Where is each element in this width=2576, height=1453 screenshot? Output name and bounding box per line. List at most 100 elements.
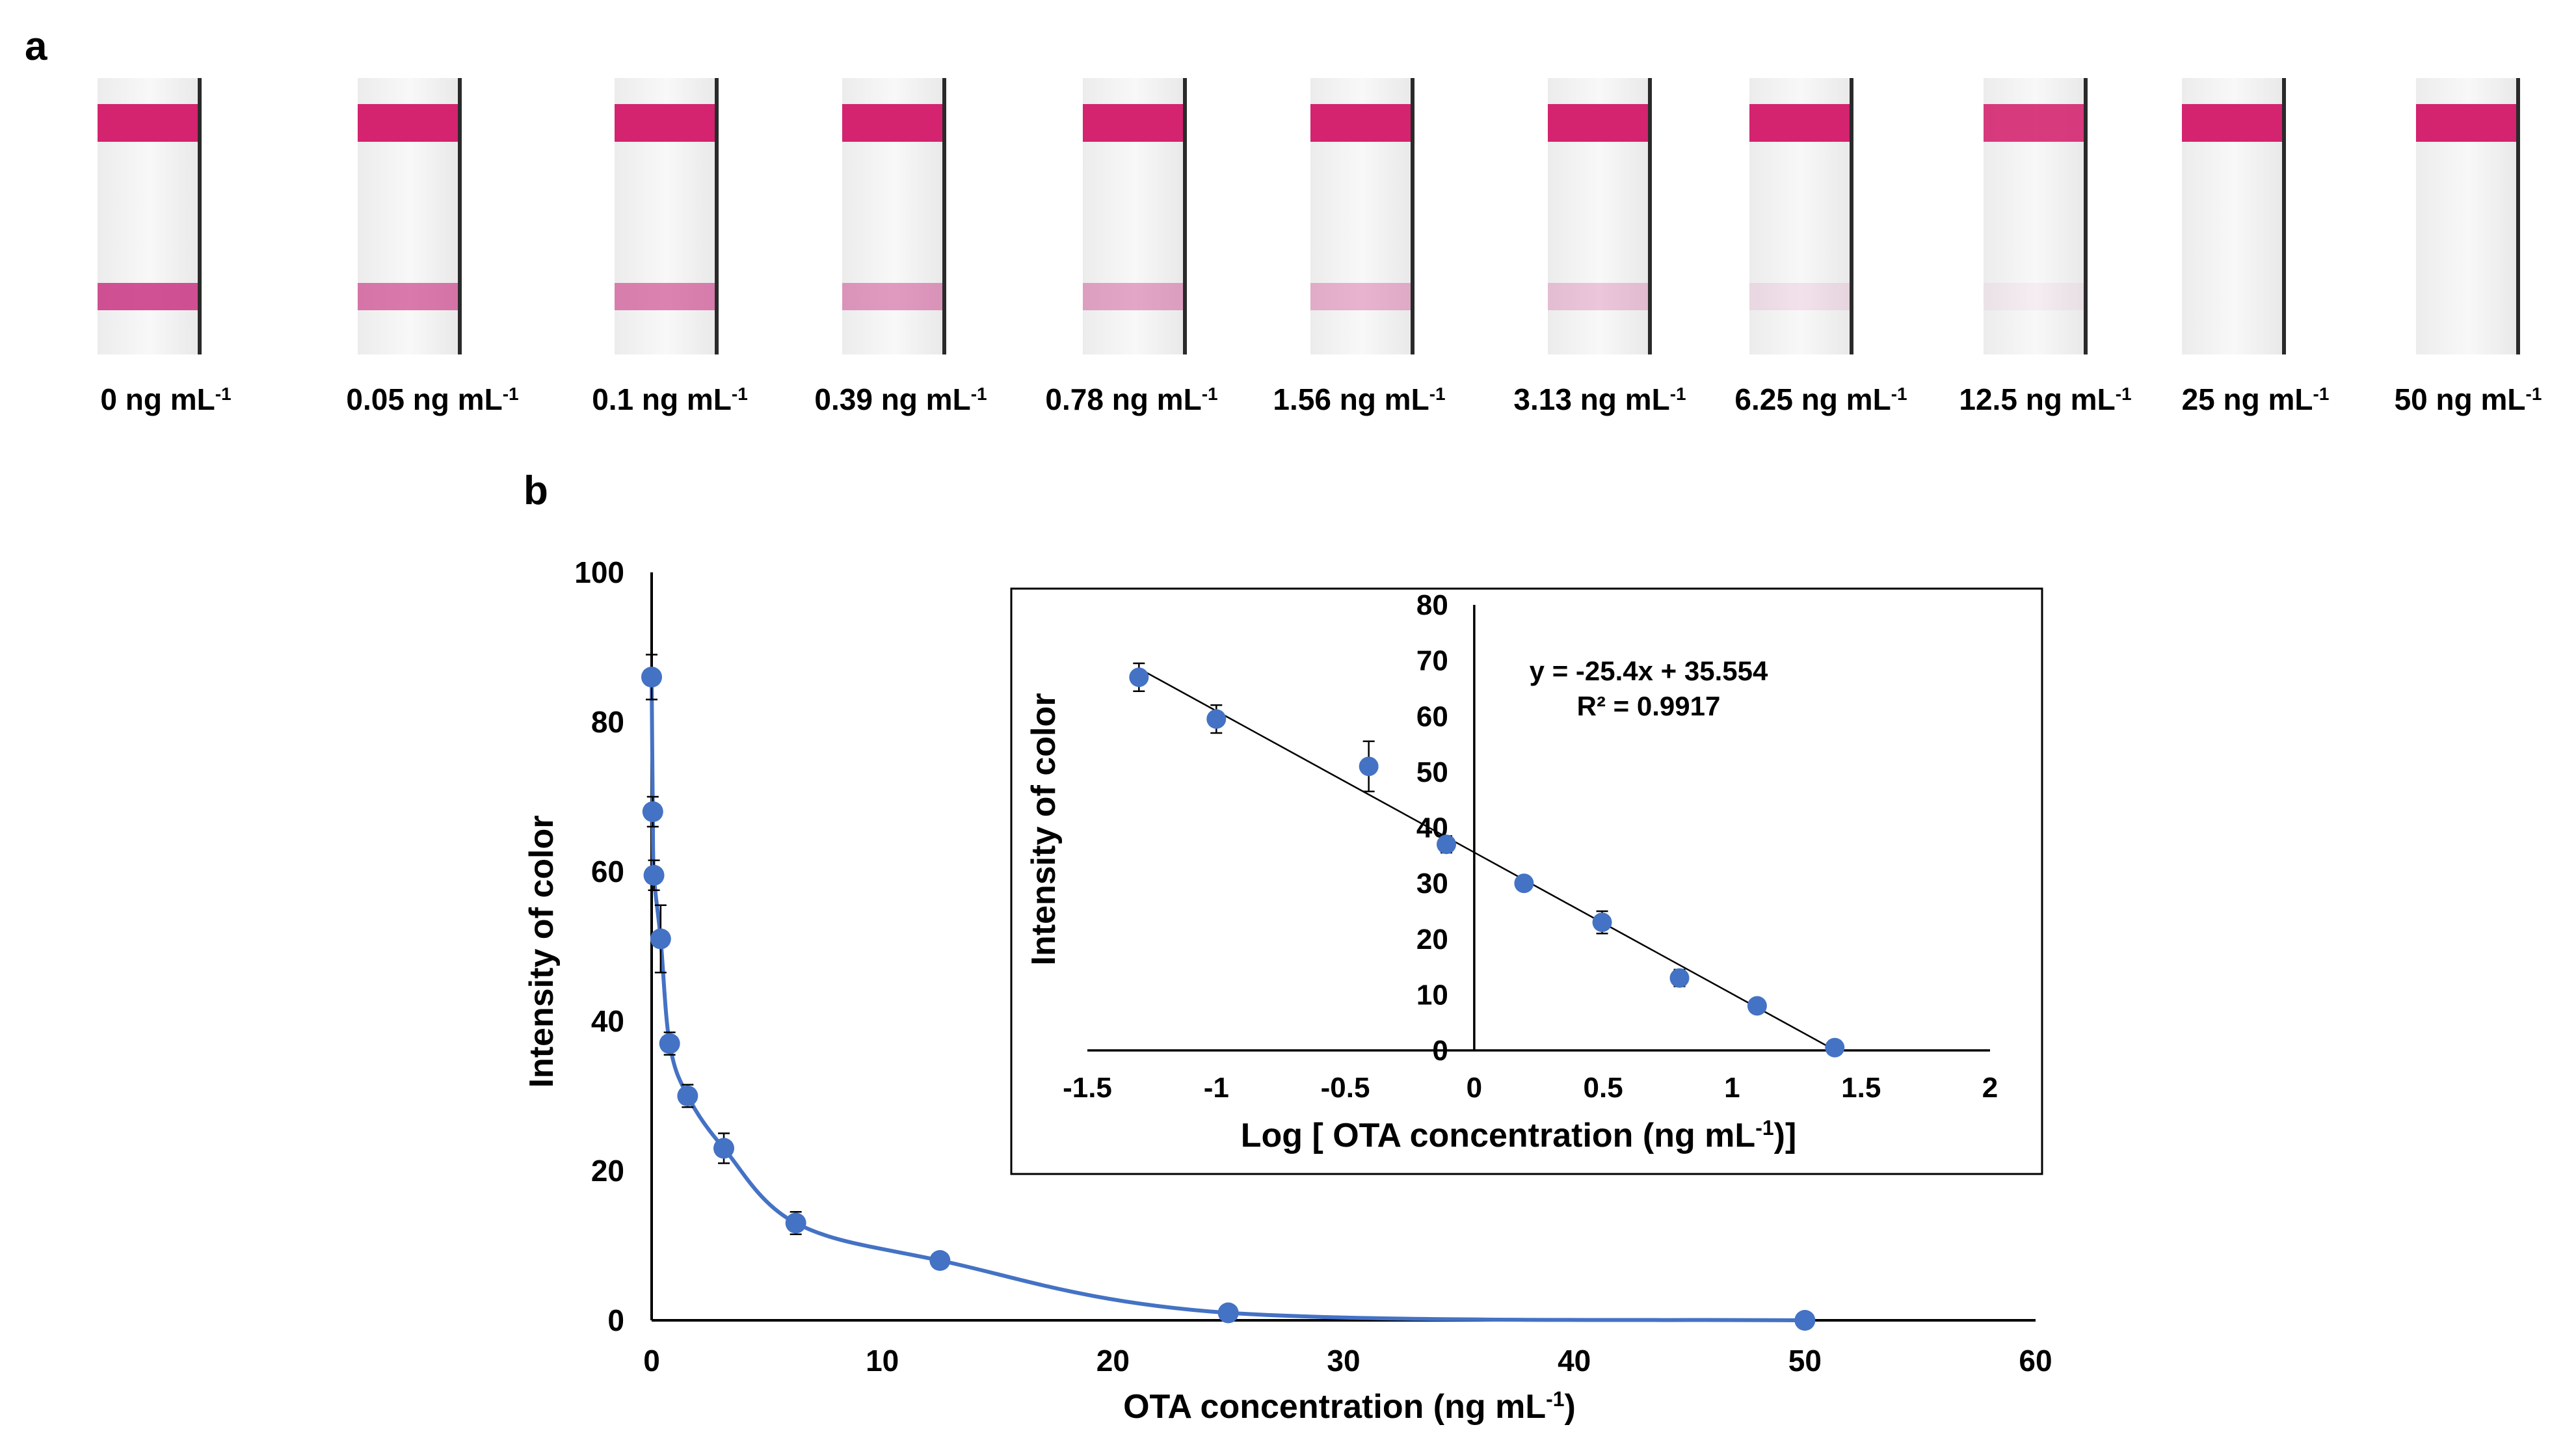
strip-label: 0 ng mL-1 — [100, 382, 231, 416]
strip-edge — [1648, 78, 1652, 354]
inset-x-axis-label: Log [ OTA concentration (ng mL-1)] — [1241, 1116, 1797, 1154]
test-strip — [1548, 78, 1652, 354]
control-line — [615, 104, 715, 142]
inset-data-point — [1437, 834, 1457, 855]
test-strip — [2182, 78, 2286, 354]
test-line — [615, 283, 715, 310]
main-x-tick-label: 0 — [643, 1344, 660, 1378]
strip-label-exp: -1 — [2313, 384, 2330, 404]
strip-label: 0.1 ng mL-1 — [592, 382, 748, 416]
strip-label-exp: -1 — [732, 384, 748, 404]
strip-label: 0.78 ng mL-1 — [1045, 382, 1217, 416]
strip-edge — [942, 78, 946, 354]
inset-data-point — [1206, 704, 1227, 734]
strip-label: 6.25 ng mL-1 — [1734, 382, 1907, 416]
inset-y-tick-label: 10 — [1416, 979, 1448, 1011]
inset-y-tick-label: 50 — [1416, 756, 1448, 788]
strip-label-value: 1.56 ng mL — [1273, 382, 1429, 416]
strip-edge — [715, 78, 719, 354]
test-strip — [1310, 78, 1414, 354]
main-marker — [642, 801, 663, 822]
control-line — [358, 104, 458, 142]
test-strip — [842, 78, 946, 354]
inset-marker — [1359, 756, 1379, 777]
inset-y-axis-label: Intensity of color — [1025, 693, 1063, 966]
control-line — [98, 104, 198, 142]
main-x-tick-label: 50 — [1788, 1344, 1822, 1378]
inset-y-tick-label: 0 — [1432, 1035, 1448, 1067]
inset-data-point — [1129, 662, 1149, 692]
inset-x-tick-label: -1.5 — [1063, 1072, 1112, 1104]
inset-x-tick-label: 0.5 — [1584, 1072, 1623, 1104]
main-data-point — [659, 1032, 680, 1056]
main-data-point — [929, 1250, 951, 1271]
inset-data-point — [1747, 996, 1767, 1016]
test-line — [1548, 283, 1648, 310]
main-data-point — [643, 859, 665, 891]
panel-label-a: a — [25, 24, 47, 69]
test-line — [358, 283, 458, 310]
strip-label: 0.05 ng mL-1 — [346, 382, 518, 416]
test-line — [1749, 283, 1850, 310]
main-y-axis-label: Intensity of color — [523, 816, 561, 1088]
inset-x-tick-label: 0 — [1467, 1072, 1482, 1104]
main-data-point — [650, 904, 671, 974]
inset-x-tick-label: -1 — [1204, 1072, 1229, 1104]
strip-label: 1.56 ng mL-1 — [1273, 382, 1445, 416]
inset-x-tick-label: 1 — [1724, 1072, 1740, 1104]
main-x-axis-label-sup: -1 — [1546, 1387, 1564, 1411]
main-marker — [1794, 1310, 1816, 1331]
main-x-tick-label: 20 — [1096, 1344, 1130, 1378]
control-line — [1749, 104, 1850, 142]
strip-label: 50 ng mL-1 — [2395, 382, 2542, 416]
test-line — [842, 283, 942, 310]
main-x-tick-label: 10 — [866, 1344, 899, 1378]
strip-label-exp: -1 — [215, 384, 232, 404]
main-x-axis-label-text: OTA concentration (ng mL — [1123, 1388, 1546, 1426]
inset-x-tick-label: 2 — [1982, 1072, 1998, 1104]
main-x-tick-label: 30 — [1327, 1344, 1360, 1378]
strip-edge — [1183, 78, 1187, 354]
test-strip — [615, 78, 719, 354]
main-x-axis-label: OTA concentration (ng mL-1) — [1123, 1387, 1576, 1426]
inset-equation: y = -25.4x + 35.554 — [1530, 656, 1768, 686]
strip-label-exp: -1 — [1429, 384, 1446, 404]
main-y-tick-label: 40 — [591, 1004, 624, 1038]
main-y-tick-label: 20 — [591, 1154, 624, 1188]
test-strip — [98, 78, 202, 354]
strip-label-value: 12.5 ng mL — [1959, 382, 2115, 416]
inset-y-tick-label: 70 — [1416, 645, 1448, 677]
strip-label-exp: -1 — [2116, 384, 2132, 404]
inset-y-tick-label: 20 — [1416, 924, 1448, 955]
inset-marker — [1129, 667, 1149, 687]
control-line — [1984, 104, 2084, 142]
control-line — [1310, 104, 1411, 142]
main-data-points — [641, 654, 1816, 1331]
main-x-axis-label-end: ) — [1565, 1388, 1576, 1426]
test-line — [1083, 283, 1183, 310]
strip-label-value: 0.1 ng mL — [592, 382, 732, 416]
inset-data-point — [1592, 910, 1612, 935]
inset-marker — [1514, 873, 1534, 894]
main-marker — [643, 864, 665, 886]
main-y-tick-label: 100 — [574, 555, 624, 589]
main-marker — [641, 667, 662, 687]
inset-x-axis-label-sup: -1 — [1755, 1116, 1773, 1140]
control-line — [2182, 104, 2282, 142]
control-line — [2416, 104, 2516, 142]
main-marker — [1217, 1302, 1239, 1324]
strip-label: 0.39 ng mL-1 — [814, 382, 987, 416]
strip-edge — [2516, 78, 2520, 354]
strip-edge — [2084, 78, 2088, 354]
main-data-point — [642, 795, 663, 828]
main-y-tick-label: 80 — [591, 705, 624, 739]
inset-data-point — [1825, 1037, 1845, 1058]
control-line — [1083, 104, 1183, 142]
strip-edge — [1411, 78, 1414, 354]
inset-y-tick-label: 30 — [1416, 868, 1448, 900]
inset-marker — [1669, 968, 1690, 988]
strip-label-value: 25 ng mL — [2182, 382, 2313, 416]
